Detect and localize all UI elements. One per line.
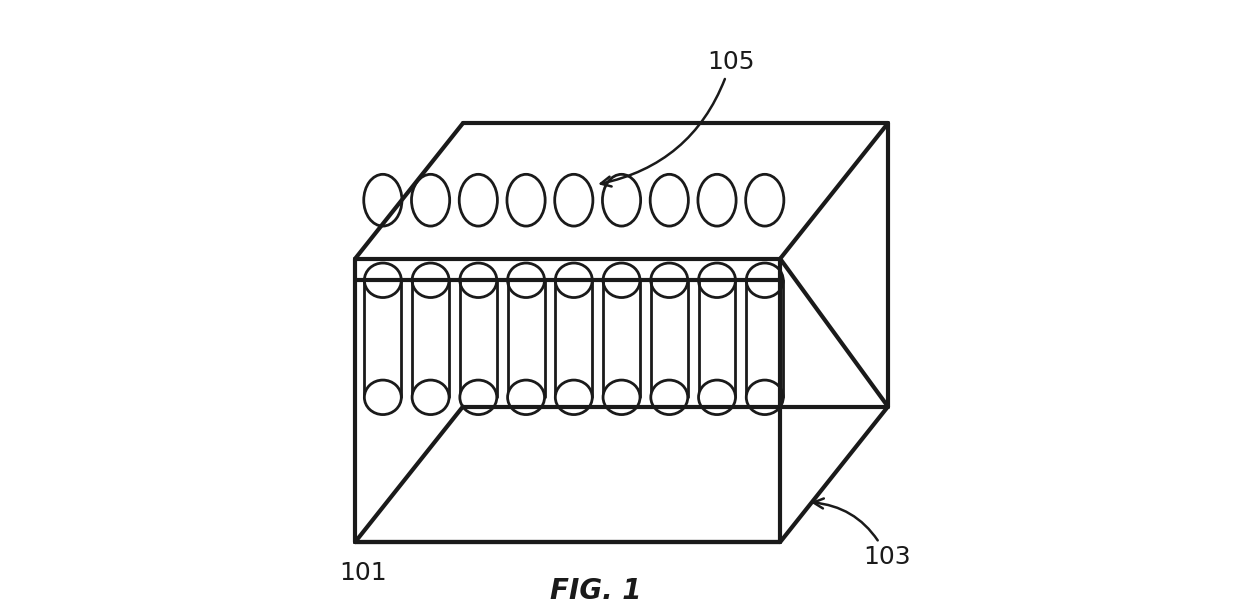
Ellipse shape — [365, 263, 402, 298]
Polygon shape — [507, 280, 544, 397]
Polygon shape — [460, 280, 497, 397]
Text: 101: 101 — [340, 561, 387, 585]
Ellipse shape — [412, 174, 450, 226]
Ellipse shape — [698, 174, 737, 226]
Ellipse shape — [554, 174, 593, 226]
Ellipse shape — [556, 263, 593, 298]
Ellipse shape — [460, 263, 497, 298]
Polygon shape — [355, 259, 780, 542]
Ellipse shape — [507, 263, 544, 298]
Ellipse shape — [746, 263, 784, 298]
Polygon shape — [746, 280, 784, 397]
Ellipse shape — [746, 380, 784, 415]
Ellipse shape — [459, 174, 497, 226]
Polygon shape — [365, 280, 402, 397]
Polygon shape — [355, 123, 888, 259]
Ellipse shape — [651, 380, 688, 415]
Polygon shape — [651, 280, 688, 397]
Polygon shape — [556, 280, 593, 397]
Ellipse shape — [412, 380, 449, 415]
Text: 105: 105 — [601, 50, 755, 187]
Ellipse shape — [507, 174, 546, 226]
Ellipse shape — [603, 380, 640, 415]
Ellipse shape — [363, 174, 402, 226]
Polygon shape — [412, 280, 449, 397]
Polygon shape — [780, 123, 888, 542]
Ellipse shape — [412, 263, 449, 298]
Ellipse shape — [650, 174, 688, 226]
Ellipse shape — [556, 380, 593, 415]
Ellipse shape — [365, 380, 402, 415]
Ellipse shape — [698, 263, 735, 298]
Ellipse shape — [603, 174, 641, 226]
Ellipse shape — [698, 380, 735, 415]
Polygon shape — [603, 280, 640, 397]
Ellipse shape — [651, 263, 688, 298]
Ellipse shape — [603, 263, 640, 298]
Ellipse shape — [745, 174, 784, 226]
Text: FIG. 1: FIG. 1 — [549, 577, 641, 606]
Ellipse shape — [460, 380, 497, 415]
Ellipse shape — [507, 380, 544, 415]
Polygon shape — [698, 280, 735, 397]
Text: 103: 103 — [813, 498, 911, 569]
